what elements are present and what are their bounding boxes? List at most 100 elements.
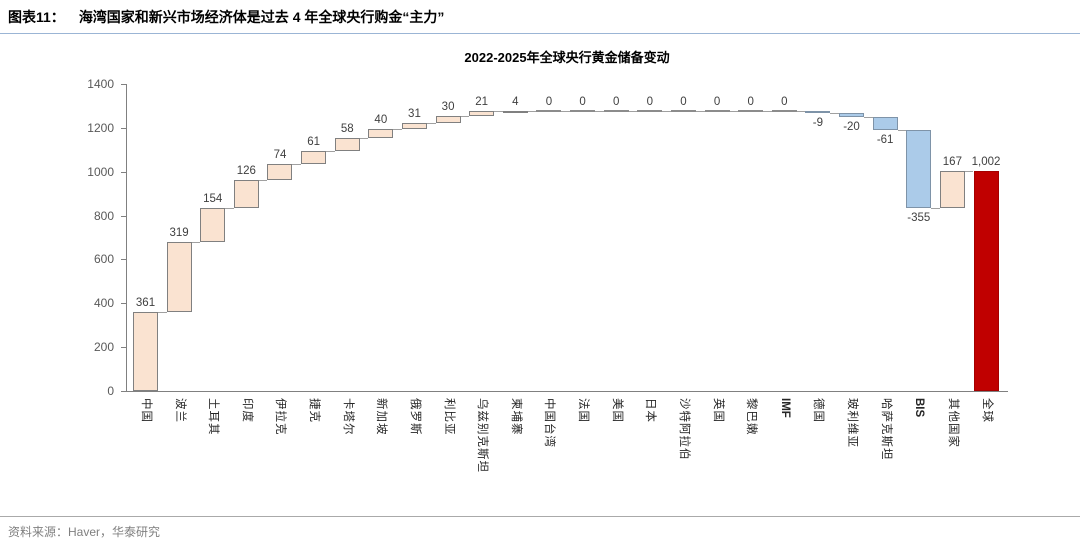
x-axis-label-哈萨克斯坦: 哈萨克斯坦 (879, 398, 892, 461)
bar-value-label: 30 (441, 101, 455, 114)
waterfall-connector (393, 129, 402, 131)
waterfall-connector (326, 150, 335, 152)
y-axis-tick-label: 1200 (87, 120, 114, 135)
x-axis-label-利比亚: 利比亚 (442, 398, 455, 436)
waterfall-connector (494, 111, 503, 113)
waterfall-connector (931, 208, 940, 210)
waterfall-connector (460, 116, 470, 118)
waterfall-connector (359, 138, 369, 140)
bar-value-label: -355 (907, 212, 931, 225)
bar-捷克 (301, 150, 327, 165)
x-axis-label-中国: 中国 (140, 398, 152, 423)
bar-value-label: 21 (475, 96, 489, 109)
bar-全球 (973, 171, 999, 391)
x-axis-label-伊拉克: 伊拉克 (274, 398, 287, 436)
waterfall-connector (763, 110, 772, 112)
bar-value-label: 0 (579, 95, 586, 108)
bar-法国 (570, 109, 596, 112)
y-axis-tick-label: 0 (107, 384, 114, 398)
bar-value-label: 0 (612, 95, 620, 108)
x-axis-label-美国: 美国 (610, 398, 623, 423)
bar-中国 (133, 311, 158, 391)
bar-value-label: 319 (169, 226, 189, 239)
x-axis-label-IMF: IMF (778, 398, 791, 418)
x-axis-label-BIS: BIS (913, 398, 926, 418)
waterfall-connector (628, 110, 638, 112)
x-axis-label-法国: 法国 (577, 398, 590, 423)
bar-沙特阿拉伯 (670, 109, 696, 112)
source-text: 资料来源：Haver，华泰研究 (8, 525, 161, 539)
y-axis-tick-label: 400 (93, 296, 114, 311)
x-axis-label-英国: 英国 (711, 398, 724, 423)
bar-利比亚 (435, 116, 461, 123)
waterfall-connector (796, 110, 806, 112)
bar-土耳其 (200, 208, 226, 242)
x-axis-label-捷克: 捷克 (308, 398, 321, 423)
bar-中国台湾 (536, 109, 562, 112)
bar-value-label: 0 (781, 95, 788, 108)
figure-header: 图表11： 海湾国家和新兴市场经济体是过去 4 年全球央行购金“主力” (0, 0, 1080, 34)
waterfall-connector (897, 130, 907, 132)
waterfall-connector (864, 116, 873, 118)
waterfall-connector (561, 110, 571, 112)
waterfall-connector (695, 110, 705, 112)
x-axis-label-沙特阿拉伯: 沙特阿拉伯 (677, 398, 690, 461)
x-axis-label-黎巴嫩: 黎巴嫩 (745, 398, 758, 436)
bar-value-label: 154 (203, 193, 223, 206)
y-axis-tick-label: 200 (93, 340, 114, 355)
bar-伊拉克 (267, 164, 293, 181)
x-axis-label-玻利维亚: 玻利维亚 (846, 398, 859, 448)
y-axis-tick (121, 84, 126, 85)
x-axis-label-其他国家: 其他国家 (946, 398, 959, 448)
bar-IMF (771, 109, 797, 112)
x-axis-line (126, 391, 1008, 392)
x-axis-label-全球: 全球 (980, 398, 993, 423)
x-axis-label-柬埔寨: 柬埔寨 (509, 398, 522, 436)
bar-俄罗斯 (401, 122, 427, 130)
waterfall-connector (191, 241, 201, 243)
bar-value-label: 58 (340, 123, 354, 136)
x-axis-label-乌兹别克斯坦: 乌兹别克斯坦 (476, 398, 489, 473)
waterfall-connector (292, 164, 302, 166)
bar-value-label: -9 (812, 116, 823, 129)
y-axis-tick (121, 303, 126, 305)
y-axis-tick (121, 215, 126, 217)
y-axis-tick (121, 347, 126, 349)
waterfall-connector (225, 208, 234, 210)
bar-value-label: 40 (374, 114, 388, 127)
waterfall-connector (964, 171, 974, 173)
bar-德国 (805, 110, 831, 113)
y-axis-tick (121, 127, 126, 129)
bar-value-label: 4 (512, 95, 519, 108)
bar-日本 (637, 109, 663, 112)
bar-value-label: -61 (876, 134, 894, 147)
waterfall-connector (258, 180, 268, 182)
bar-玻利维亚 (839, 112, 865, 117)
bar-黎巴嫩 (738, 109, 764, 112)
bar-value-label: 0 (545, 95, 553, 108)
bar-value-label: 0 (646, 95, 653, 108)
y-axis-tick-label: 1400 (87, 77, 114, 91)
waterfall-connector (830, 112, 839, 114)
x-axis-label-新加坡: 新加坡 (375, 398, 388, 436)
bar-value-label: 1,002 (971, 156, 1001, 169)
y-axis-tick (121, 171, 126, 173)
y-axis-tick (121, 259, 126, 261)
bar-value-label: 0 (680, 95, 687, 108)
x-axis-label-俄罗斯: 俄罗斯 (408, 398, 421, 436)
waterfall-connector (729, 110, 739, 112)
y-axis-tick (121, 391, 126, 392)
x-axis-label-印度: 印度 (240, 398, 253, 423)
x-axis-label-中国台湾: 中国台湾 (543, 398, 556, 448)
chart-title: 2022-2025年全球央行黄金储备变动 (464, 50, 670, 65)
x-axis-label-德国: 德国 (812, 398, 825, 423)
x-axis-label-卡塔尔: 卡塔尔 (341, 398, 354, 436)
bar-value-label: 74 (273, 149, 287, 162)
waterfall-connector (426, 122, 436, 124)
waterfall-connector (158, 311, 167, 313)
waterfall-connector (527, 110, 537, 112)
bar-value-label: 126 (236, 165, 256, 178)
bar-柬埔寨 (502, 110, 528, 113)
